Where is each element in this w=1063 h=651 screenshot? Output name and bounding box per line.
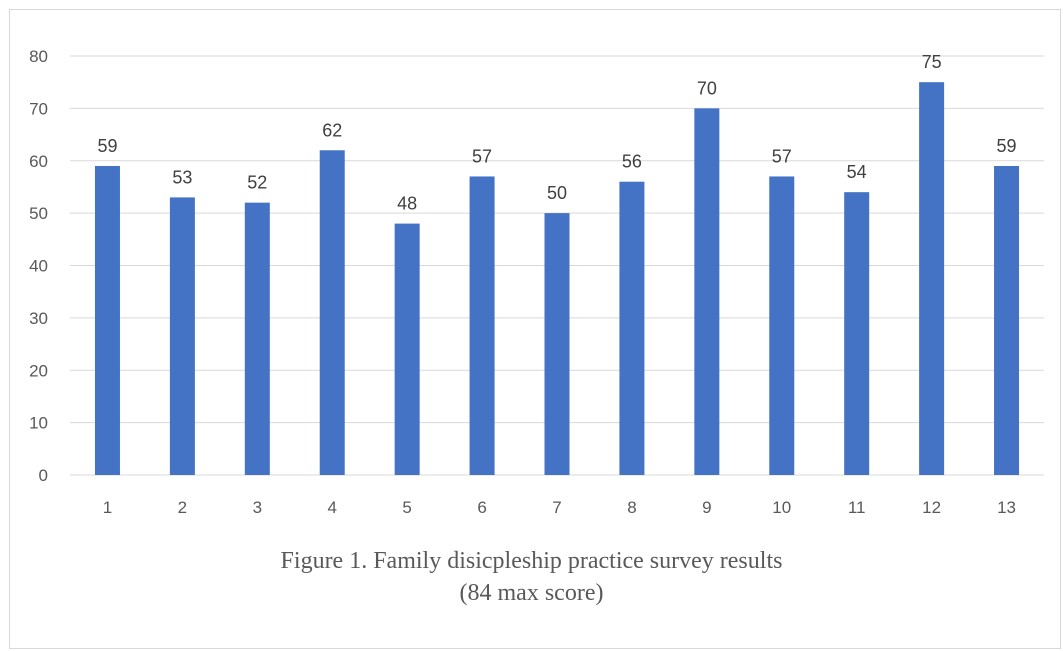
y-tick-label: 70 [29, 99, 48, 118]
bar-13 [994, 165, 1020, 476]
y-tick-label: 80 [29, 47, 48, 66]
x-axis-ticks: 1 2 3 4 5 6 7 8 9 10 11 12 13 [103, 498, 1016, 517]
x-tick-label: 8 [627, 498, 636, 517]
x-tick-label: 13 [997, 498, 1016, 517]
bar-9 [694, 108, 720, 475]
x-tick-label: 7 [552, 498, 561, 517]
bar-11 [844, 192, 870, 476]
data-label: 70 [697, 78, 717, 98]
x-tick-label: 4 [327, 498, 336, 517]
bar-7 [544, 213, 570, 475]
y-tick-label: 10 [29, 414, 48, 433]
caption-title: Figure 1. Family disicpleship practice s… [280, 548, 783, 574]
y-tick-label: 60 [29, 152, 48, 171]
data-label: 59 [997, 136, 1017, 156]
x-tick-label: 3 [253, 498, 262, 517]
data-label: 62 [322, 120, 342, 140]
data-label: 59 [97, 136, 117, 156]
caption-subtitle: (84 max score) [459, 580, 604, 606]
x-tick-label: 12 [922, 498, 941, 517]
bar-12 [919, 82, 945, 475]
y-tick-label: 50 [29, 204, 48, 223]
data-label: 48 [397, 194, 417, 214]
data-labels: 59 53 52 62 48 57 50 56 70 57 54 75 59 [97, 52, 1016, 213]
bars [94, 82, 1020, 476]
x-tick-label: 10 [772, 498, 791, 517]
data-label: 52 [247, 173, 267, 193]
data-label: 50 [547, 183, 567, 203]
data-label: 75 [922, 52, 942, 72]
x-tick-label: 1 [103, 498, 112, 517]
bar-10 [769, 176, 795, 475]
bar-5 [394, 223, 420, 475]
x-tick-label: 11 [848, 498, 866, 517]
chart-caption: Figure 1. Family disicpleship practice s… [0, 545, 1063, 609]
bar-3 [244, 202, 270, 475]
bar-1 [94, 165, 120, 476]
bar-8 [619, 181, 645, 475]
bar-2 [169, 197, 195, 475]
data-label: 53 [172, 167, 192, 187]
x-tick-label: 9 [702, 498, 711, 517]
x-tick-label: 5 [402, 498, 411, 517]
data-label: 54 [847, 162, 867, 182]
bar-4 [319, 150, 345, 475]
y-axis-ticks: 0 10 20 30 40 50 60 70 80 [29, 47, 48, 485]
y-tick-label: 40 [29, 257, 48, 276]
x-tick-label: 2 [178, 498, 187, 517]
x-tick-label: 6 [477, 498, 486, 517]
y-tick-label: 0 [39, 466, 48, 485]
data-label: 57 [472, 146, 492, 166]
data-label: 57 [772, 146, 792, 166]
bar-6 [469, 176, 495, 475]
y-tick-label: 20 [29, 361, 48, 380]
y-tick-label: 30 [29, 309, 48, 328]
data-label: 56 [622, 152, 642, 172]
